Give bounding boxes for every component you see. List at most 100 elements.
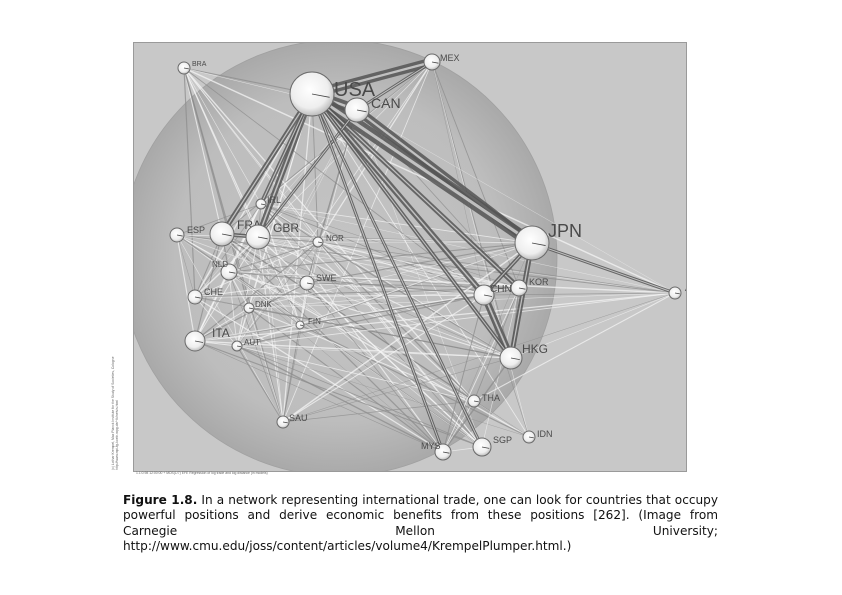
node-tick-sau [282,421,288,424]
trade-link-esp-che [176,234,196,298]
node-tick-fra [221,233,232,237]
node-tick-usa [311,93,330,98]
trade-link-che-mys [194,296,444,453]
trade-link-che-chn [194,294,485,298]
major-link-highlight-usa-kor [311,93,520,289]
trade-link-nld-ita [194,271,230,342]
node-tick-can [356,109,367,113]
node-tick-idn [528,436,534,439]
node-tick-swe [306,282,313,285]
trade-link-nor-nld [228,241,319,273]
major-link-highlight-usa-fra [221,93,313,235]
node-tick-irl [260,203,266,206]
trade-link-swe-che [194,282,308,298]
node-label-kor: KOR [529,277,549,287]
trade-link-irl-tha [260,203,475,402]
trade-link-sau-aus [282,292,676,423]
trade-link-nld-fin [228,271,301,326]
trade-link-nor-aut [236,241,319,347]
trade-link-tha-mys [442,400,475,453]
trade-link-fin-idn [299,324,530,438]
trade-link-fra-fin [221,233,301,326]
figure-caption: Figure 1.8. In a network representing in… [123,493,718,555]
trade-link-aut-mys [236,345,444,453]
node-tick-bra [183,67,189,70]
node-label-can: CAN [371,95,401,111]
trade-link-swe-jpn [306,242,533,284]
trade-link-nld-hkg [228,271,512,359]
trade-link-bra-che [183,67,196,298]
node-label-aus: AUS [685,283,686,293]
trade-link-esp-ita [176,234,196,342]
trade-link-dnk-kor [248,287,520,309]
trade-link-irl-esp [176,203,262,236]
trade-link-aus-tha [473,292,676,402]
trade-network-figure: USA MEX CAN BRA IRL FRA GBR ESP NOR NLD SWE CHE DNK F… [133,42,687,472]
trade-link-nor-kor [317,241,520,289]
trade-link-gbr-ita [194,236,259,342]
trade-link-dnk-hkg [248,307,512,359]
trade-link-kor-mys [442,287,520,453]
node-label-hkg: HKG [522,342,548,356]
figure-footnote: 1.1:0.98 12:00:00 + MDS(1/7) EFE Regress… [136,471,268,475]
node-label-tha: THA [482,393,500,403]
trade-link-irl-aus [260,203,676,294]
node-tick-aut [236,345,242,348]
trade-link-gbr-fin [257,236,301,326]
major-link-highlight-jpn-hkg [510,242,533,359]
node-label-che: CHE [204,287,223,297]
trade-link-che-kor [194,287,520,298]
trade-link-bra-fra [183,67,223,235]
node-label-jpn: JPN [548,221,582,241]
trade-link-nor-ita [194,241,319,342]
trade-link-mex-hkg [431,61,512,359]
major-link-highlight-usa-sgp [311,93,483,448]
node-label-mys: MYS [421,441,441,451]
trade-link-irl-che [194,203,262,298]
major-link-highlight-usa-hkg [311,93,512,359]
node-label-nor: NOR [326,234,344,243]
trade-link-aut-sgp [236,345,483,448]
trade-link-aut-idn [236,345,530,438]
node-tick-ita [194,340,204,343]
trade-link-usa-nor [311,93,319,243]
trade-link-can-aus [356,109,676,294]
trade-link-gbr-kor [257,236,520,289]
trade-link-irl-jpn [260,203,533,244]
trade-link-aut-tha [236,345,475,402]
trade-link-fra-sgp [221,233,483,448]
trade-link-swe-sgp [306,282,483,448]
node-tick-aus [674,292,680,295]
major-link-highlight-mex-can [356,61,433,111]
trade-link-irl-sgp [260,203,483,448]
trade-link-esp-sau [176,234,284,423]
trade-link-gbr-aus [257,236,676,294]
node-label-aut: AUT [244,338,260,347]
node-tick-fin [299,324,304,326]
node-label-usa: USA [334,79,376,101]
node-tick-kor [518,287,526,290]
node-tick-nor [317,241,323,244]
trade-link-dnk-aut [236,307,250,347]
trade-link-gbr-hkg [257,236,512,359]
trade-link-sau-chn [282,294,485,423]
node-tick-sgp [481,446,490,449]
major-link-highlight-usa-mys [311,93,444,453]
caption-label: Figure 1.8. [123,493,198,507]
node-label-idn: IDN [537,429,553,439]
node-label-swe: SWE [316,273,337,283]
trade-link-fra-ita [194,233,223,342]
node-tick-che [194,296,201,299]
major-link-highlight-jpn-aus [531,242,676,294]
trade-link-nld-mys [228,271,444,453]
node-tick-tha [473,400,479,403]
node-tick-gbr [257,236,268,240]
trade-link-nld-aut [228,271,238,347]
node-label-mex: MEX [440,53,460,63]
trade-link-dnk-ita [194,307,250,342]
trade-link-mex-kor [431,61,520,289]
trade-link-swe-dnk [248,282,308,309]
trade-link-aut-aus [236,292,676,347]
node-tick-mys [442,451,450,454]
